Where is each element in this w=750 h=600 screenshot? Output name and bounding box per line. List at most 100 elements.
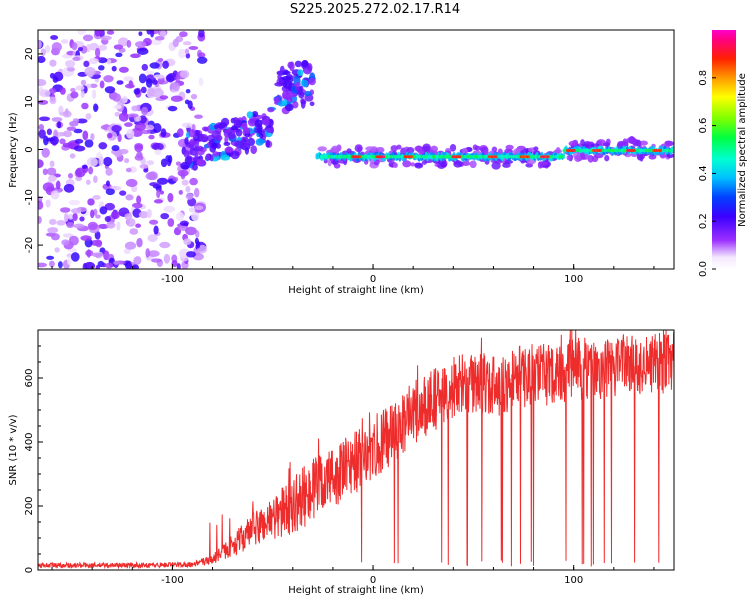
spectrogram-cell [636, 148, 640, 153]
spectrogram-cell [188, 129, 196, 138]
spectrogram-cell [134, 144, 144, 153]
spectrogram-cell [297, 69, 304, 77]
spectrogram-cell [77, 30, 87, 35]
spectrogram-cell [149, 182, 159, 187]
spectrogram-cell [111, 124, 122, 133]
spectrogram-cell [118, 112, 129, 122]
spectrogram-cell [124, 261, 133, 269]
spectrogram-cell [220, 154, 231, 161]
spectrogram-cell [294, 82, 301, 88]
spectrogram-cell [235, 128, 243, 137]
spectrogram-cell [64, 108, 69, 116]
spectrogram-cell [80, 235, 92, 241]
spectrogram-cell [323, 154, 327, 159]
spectrogram-cell [468, 154, 471, 159]
spectrogram-cell [115, 52, 123, 58]
colorbar-tick-label: 0.2 [698, 213, 709, 229]
spectrogram-cell [38, 99, 49, 105]
spectrogram-cell [582, 148, 585, 153]
spectrogram-cell [126, 218, 136, 227]
spectrogram-cell [417, 154, 421, 159]
spectrogram-x-tick-label: 100 [564, 274, 583, 285]
spectrogram-cell [53, 71, 64, 82]
spectrogram-cell [192, 139, 200, 147]
spectrogram-cell [105, 262, 114, 269]
spectrogram-cell [301, 59, 309, 68]
spectrogram-cell [558, 154, 561, 159]
spectrogram-cell [500, 154, 503, 159]
spectrogram-cell [289, 61, 295, 72]
spectrogram-cell [93, 175, 98, 184]
spectrogram-cell [406, 147, 415, 154]
spectrogram-cell [38, 116, 51, 122]
spectrogram-cell [116, 80, 124, 85]
spectrogram-cell [466, 154, 469, 159]
spectrogram-cell [138, 115, 147, 124]
spectrogram-cell [159, 190, 165, 195]
spectrogram-cell [554, 154, 557, 159]
spectrogram-cell [56, 220, 66, 226]
spectrogram-cell [66, 126, 77, 131]
spectrogram-cell [50, 35, 59, 40]
spectrogram-cell [86, 43, 91, 53]
spectrogram-cell [588, 148, 591, 153]
spectrogram-cell [506, 154, 509, 159]
spectrogram-cell [668, 148, 672, 153]
spectrogram-cell [666, 153, 674, 159]
spectrogram-cell [482, 154, 485, 159]
spectrogram-cell [664, 140, 673, 146]
spectrogram-cell [117, 133, 122, 143]
spectrogram-cell [274, 82, 285, 87]
spectrogram-cell [365, 154, 369, 159]
spectrogram-cell [42, 182, 55, 192]
spectrogram-cell [339, 154, 343, 159]
spectrogram-cell [580, 148, 583, 153]
spectrogram-cell [187, 100, 193, 110]
spectrogram-cell [182, 222, 189, 227]
spectrogram-cell [494, 155, 498, 159]
spectrogram-y-label: Frequency (Hz) [8, 112, 19, 188]
spectrogram-cell [176, 211, 185, 222]
spectrogram-cell [136, 237, 143, 248]
spectrogram-cell [470, 154, 473, 159]
spectrogram-cell [578, 148, 581, 153]
spectrogram-cell [147, 250, 160, 257]
spectrogram-cell [193, 187, 200, 198]
spectrogram-y-tick-label: 10 [24, 95, 35, 108]
spectrogram-cell [59, 87, 66, 95]
spectrogram-cell [138, 73, 147, 84]
spectrogram-cell [419, 154, 423, 159]
spectrogram-cell [147, 234, 158, 242]
spectrogram-cell [265, 139, 271, 148]
spectrogram-cell [132, 264, 139, 269]
spectrogram-cell [154, 36, 165, 41]
spectrogram-cell [66, 221, 75, 229]
spectrogram-cell [397, 154, 401, 159]
spectrogram-cell [604, 148, 608, 153]
spectrogram-cell [422, 145, 431, 151]
spectrogram-cell [181, 122, 193, 128]
spectrogram-cell [371, 154, 375, 159]
spectrogram-cell [92, 195, 101, 200]
spectrogram-cell [127, 113, 139, 118]
spectrogram-cell [124, 241, 137, 250]
spectrogram-cell [70, 87, 76, 93]
spectrogram-cell [572, 149, 576, 152]
spectrogram-cell [86, 157, 98, 167]
spectrogram-cell [590, 143, 600, 148]
spectrogram-cell [504, 154, 507, 159]
spectrogram-cell [402, 160, 412, 168]
spectrogram-cell [64, 59, 76, 68]
spectrogram-cell [51, 117, 63, 122]
spectrogram-cell [93, 103, 99, 112]
spectrogram-cell [154, 149, 162, 155]
spectrogram-cell [185, 193, 194, 200]
spectrogram-cell [83, 60, 90, 68]
spectrogram-cell [75, 167, 86, 178]
spectrogram-cell [639, 153, 644, 162]
spectrogram-cell [255, 138, 264, 146]
spectrogram-cell [105, 180, 111, 187]
spectrogram-cell [536, 154, 539, 159]
spectrogram-cell [153, 225, 159, 235]
spectrogram-cell [409, 155, 414, 159]
